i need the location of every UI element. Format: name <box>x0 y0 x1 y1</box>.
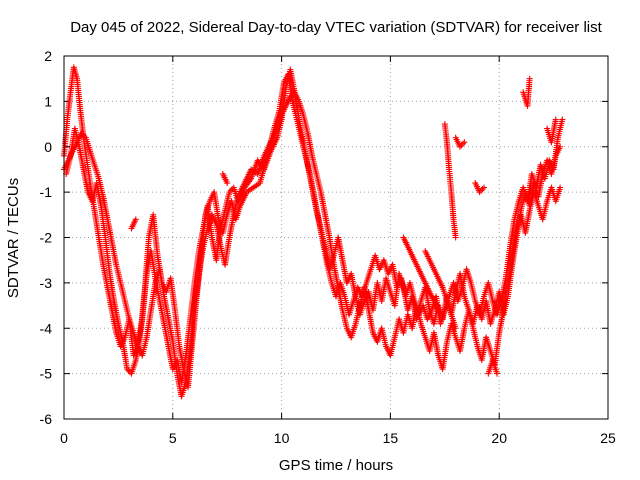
data-track <box>520 75 533 109</box>
x-tick-labels: 0 5 10 15 20 25 <box>60 430 616 446</box>
y-tick-label: 0 <box>44 139 52 155</box>
data-track <box>452 134 468 150</box>
data-point <box>557 143 564 150</box>
x-tick-label: 0 <box>60 430 68 446</box>
data-point <box>439 316 446 323</box>
data-point <box>552 116 559 123</box>
chart-title: Day 045 of 2022, Sidereal Day-to-day VTE… <box>70 19 602 36</box>
data-point <box>494 370 501 377</box>
data-track <box>544 116 559 146</box>
data-point <box>557 184 564 191</box>
x-tick-label: 15 <box>383 430 399 446</box>
data-point <box>224 180 231 187</box>
data-point <box>452 234 459 241</box>
y-tick-labels: -6 -5 -4 -3 -2 -1 0 1 2 <box>40 48 53 427</box>
data-point <box>452 325 459 332</box>
y-tick-label: -4 <box>40 320 53 336</box>
data-track <box>422 248 459 332</box>
x-tick-label: 25 <box>600 430 616 446</box>
y-tick-label: 1 <box>44 93 52 109</box>
data-track <box>63 71 566 391</box>
data-point <box>459 140 466 147</box>
data-track <box>472 180 487 196</box>
y-tick-label: 2 <box>44 48 52 64</box>
data-point <box>526 75 533 82</box>
data-point <box>461 139 468 146</box>
y-tick-label: -2 <box>40 230 53 246</box>
y-tick-label: -3 <box>40 275 53 291</box>
data-point <box>559 116 566 123</box>
y-tick-label: -1 <box>40 184 53 200</box>
y-tick-label: -6 <box>40 411 53 427</box>
x-tick-label: 10 <box>274 430 290 446</box>
x-tick-label: 20 <box>491 430 507 446</box>
data-track <box>485 357 501 377</box>
x-axis-label: GPS time / hours <box>279 457 393 474</box>
data-track <box>400 234 446 323</box>
data-track <box>441 121 459 241</box>
data-track <box>219 170 231 187</box>
data-points <box>61 64 566 400</box>
y-axis-label: SDTVAR / TECUs <box>5 178 22 298</box>
x-tick-label: 5 <box>169 430 177 446</box>
data-point <box>132 216 139 223</box>
data-point <box>480 184 487 191</box>
plot-frame <box>63 55 609 420</box>
data-point <box>479 186 486 193</box>
y-tick-label: -5 <box>40 366 53 382</box>
data-track <box>128 216 139 232</box>
